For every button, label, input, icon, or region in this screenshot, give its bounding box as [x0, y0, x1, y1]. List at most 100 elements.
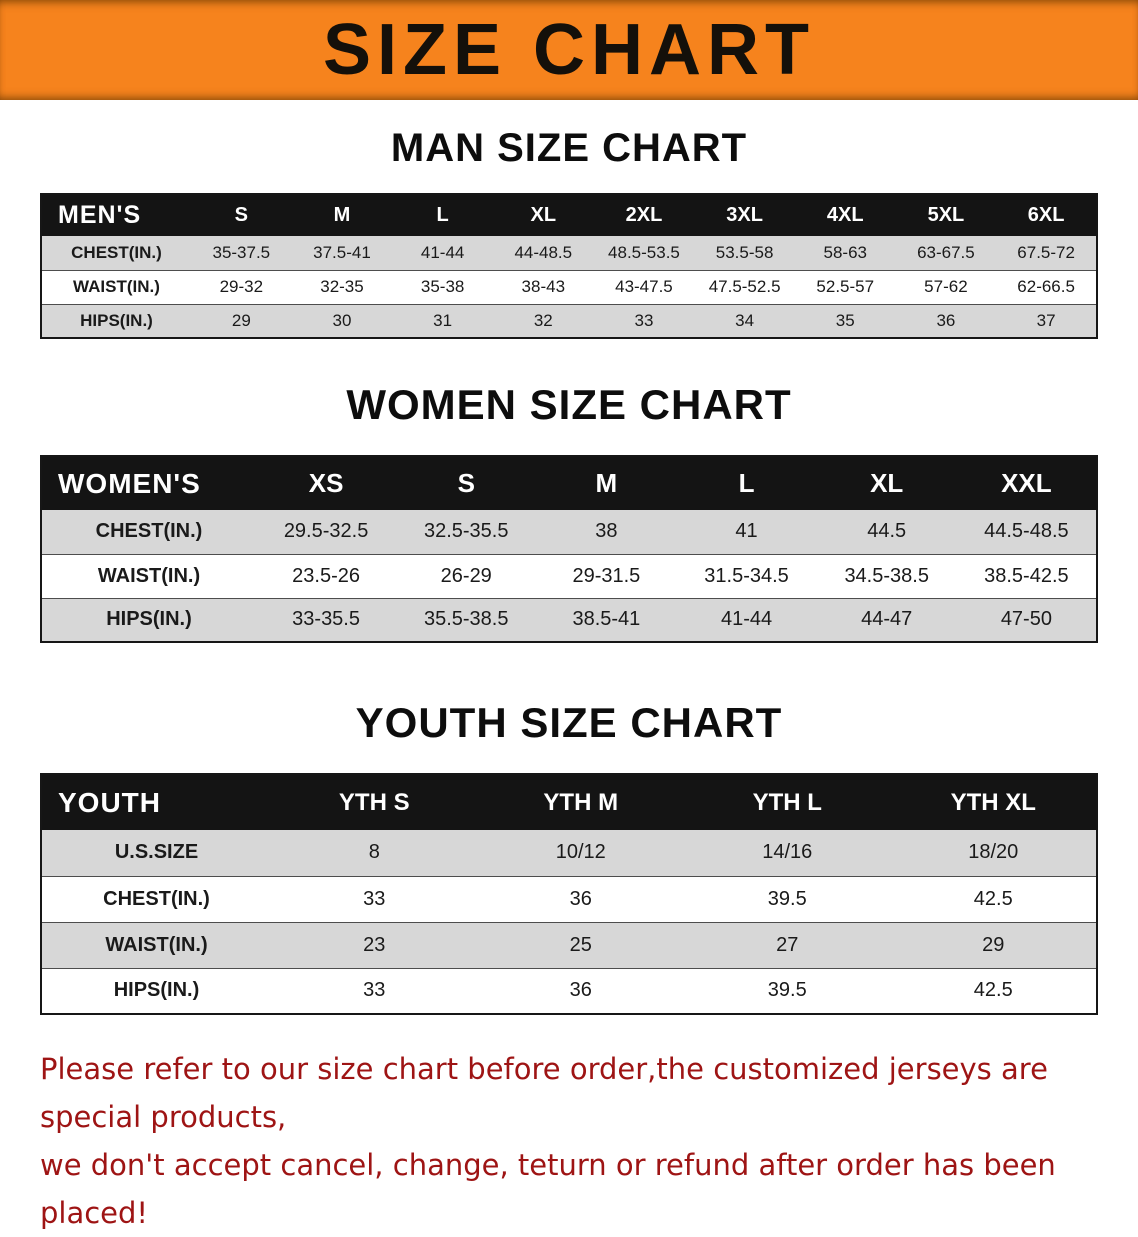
size-value-cell: 48.5-53.5	[608, 242, 680, 262]
mens-table-head: MEN'S S M L XL 2XL 3XL 4XL 5XL 6XL	[41, 194, 1097, 236]
order-disclaimer-note: Please refer to our size chart before or…	[40, 1045, 1110, 1237]
row-label: HIPS(IN.)	[106, 608, 192, 631]
row-label: CHEST(IN.)	[95, 520, 203, 543]
size-column-header: XXL	[956, 456, 1097, 510]
size-column-header: 2XL	[593, 194, 695, 236]
size-value-cell: 42.5	[973, 887, 1013, 910]
size-value-cell: 29	[982, 933, 1005, 956]
size-column-header: M	[536, 456, 677, 510]
size-column-header: XL	[816, 456, 957, 510]
size-value-cell: 62-66.5	[1017, 277, 1075, 296]
size-column-header: YTH L	[684, 774, 891, 830]
size-value-cell: 30	[332, 310, 352, 330]
size-value-cell: 27	[776, 933, 799, 956]
size-column-header: YTH XL	[890, 774, 1097, 830]
table-row: HIPS(IN.) 33 36 39.5 42.5	[41, 968, 1097, 1014]
mens-size-table: MEN'S S M L XL 2XL 3XL 4XL 5XL 6XL CHEST(IN.) 35-3…	[40, 193, 1098, 339]
man-size-chart-heading: MAN SIZE CHART	[390, 126, 748, 170]
size-column-header: XL	[492, 194, 594, 236]
size-column-header: M	[291, 194, 393, 236]
table-row: U.S.SIZE 8 10/12 14/16 18/20	[41, 830, 1097, 876]
size-value-cell: 10/12	[555, 841, 606, 864]
size-value-cell: 38	[595, 520, 618, 543]
size-value-cell: 44.5	[867, 520, 907, 543]
size-value-cell: 34	[735, 310, 755, 330]
size-value-cell: 23	[363, 933, 386, 956]
row-label: HIPS(IN.)	[80, 310, 153, 330]
youth-size-table: YOUTH YTH S YTH M YTH L YTH XL U.S.SIZE 8 10/1…	[40, 773, 1098, 1015]
size-value-cell: 26-29	[440, 564, 492, 587]
size-value-cell: 44.5-48.5	[984, 520, 1069, 543]
size-value-cell: 14/16	[762, 841, 813, 864]
table-row: WAIST(IN.) 29-32 32-35 35-38 38-43 43-47.5 47.…	[41, 270, 1097, 304]
size-value-cell: 36	[569, 979, 592, 1002]
size-value-cell: 23.5-26	[292, 564, 360, 587]
row-label: WAIST(IN.)	[73, 277, 160, 296]
size-value-cell: 67.5-72	[1017, 242, 1075, 262]
size-value-cell: 37.5-41	[313, 242, 371, 262]
size-value-cell: 35-38	[420, 277, 465, 296]
size-value-cell: 52.5-57	[816, 277, 875, 296]
mens-table-body: CHEST(IN.) 35-37.5 37.5-41 41-44 44-48.5 48.5…	[41, 236, 1097, 338]
row-label: CHEST(IN.)	[71, 242, 162, 262]
mens-header-label: MEN'S	[41, 194, 191, 236]
size-column-header: S	[191, 194, 292, 236]
youth-header-row: YOUTH YTH S YTH M YTH L YTH XL	[41, 774, 1097, 830]
size-value-cell: 57-62	[924, 277, 968, 296]
size-value-cell: 34.5-38.5	[844, 564, 929, 587]
size-value-cell: 44-48.5	[514, 242, 573, 262]
womens-header-label: WOMEN'S	[41, 456, 256, 510]
size-value-cell: 47.5-52.5	[708, 277, 781, 296]
size-value-cell: 41-44	[720, 608, 773, 631]
womens-table-body: CHEST(IN.) 29.5-32.5 32.5-35.5 38 41 44.5 44.5…	[41, 510, 1097, 642]
table-row: HIPS(IN.) 33-35.5 35.5-38.5 38.5-41 41-44 44-…	[41, 598, 1097, 642]
size-value-cell: 36	[569, 887, 592, 910]
table-row: CHEST(IN.) 35-37.5 37.5-41 41-44 44-48.5 48.5…	[41, 236, 1097, 270]
row-label: CHEST(IN.)	[103, 887, 210, 910]
size-value-cell: 35.5-38.5	[423, 608, 509, 631]
size-value-cell: 33	[634, 310, 654, 330]
size-column-header: L	[676, 456, 817, 510]
size-value-cell: 29-32	[219, 277, 264, 296]
table-row: WAIST(IN.) 23 25 27 29	[41, 922, 1097, 968]
disclaimer-line-2: we don't accept cancel, change, teturn o…	[40, 1148, 1056, 1230]
size-value-cell: 29-31.5	[572, 564, 641, 587]
size-value-cell: 32.5-35.5	[423, 520, 509, 543]
youth-table-head: YOUTH YTH S YTH M YTH L YTH XL	[41, 774, 1097, 830]
banner-title: SIZE CHART	[323, 10, 815, 90]
size-value-cell: 35	[835, 310, 855, 330]
table-row: CHEST(IN.) 33 36 39.5 42.5	[41, 876, 1097, 922]
size-column-header: YTH M	[477, 774, 684, 830]
size-value-cell: 29	[231, 310, 251, 330]
size-value-cell: 33	[363, 887, 386, 910]
size-value-cell: 36	[936, 310, 956, 330]
size-column-header: 3XL	[694, 194, 795, 236]
size-value-cell: 38-43	[521, 277, 566, 296]
youth-table-body: U.S.SIZE 8 10/12 14/16 18/20 CHEST(IN.) 33 36 39…	[41, 830, 1097, 1014]
youth-header-label: YOUTH	[41, 774, 271, 830]
row-label: WAIST(IN.)	[97, 564, 201, 587]
size-value-cell: 18/20	[968, 841, 1019, 864]
size-value-cell: 37	[1036, 310, 1056, 330]
size-value-cell: 47-50	[1000, 608, 1052, 631]
size-value-cell: 33-35.5	[292, 608, 360, 631]
row-label: HIPS(IN.)	[113, 979, 200, 1002]
size-column-header: YTH S	[271, 774, 478, 830]
size-column-header: L	[392, 194, 493, 236]
table-row: HIPS(IN.) 29 30 31 32 33 34 35 36 37	[41, 304, 1097, 338]
size-value-cell: 63-67.5	[917, 242, 975, 262]
size-value-cell: 31.5-34.5	[704, 564, 789, 587]
table-row: CHEST(IN.) 29.5-32.5 32.5-35.5 38 41 44.5 44.5…	[41, 510, 1097, 554]
row-label: WAIST(IN.)	[105, 933, 208, 956]
size-column-header: S	[396, 456, 537, 510]
size-value-cell: 33	[363, 979, 386, 1002]
size-value-cell: 38.5-41	[572, 608, 641, 631]
size-column-header: 6XL	[996, 194, 1097, 236]
women-size-chart-heading: WOMEN SIZE CHART	[346, 381, 792, 428]
size-value-cell: 41	[735, 520, 758, 543]
size-chart-banner: SIZE CHART	[0, 0, 1138, 100]
size-value-cell: 42.5	[973, 979, 1013, 1002]
size-value-cell: 39.5	[767, 887, 807, 910]
size-value-cell: 35-37.5	[212, 242, 271, 262]
size-value-cell: 25	[569, 933, 592, 956]
